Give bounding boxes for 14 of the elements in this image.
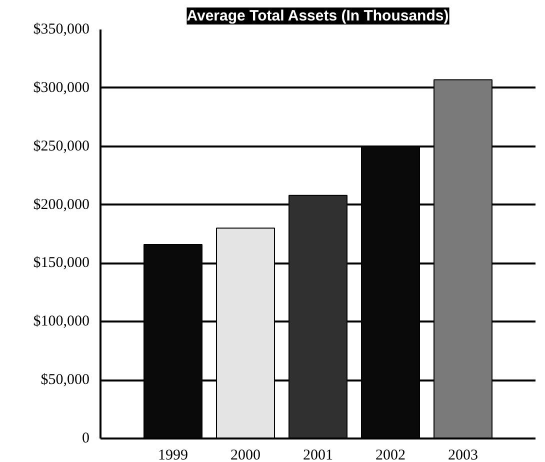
x-tick-label: 1999 — [158, 448, 188, 462]
y-tick-label: $300,000 — [33, 80, 90, 96]
y-tick-label: $350,000 — [33, 22, 90, 38]
x-tick-label: 2001 — [303, 448, 333, 462]
y-tick-label: $250,000 — [33, 138, 90, 154]
y-tick-label: 0 — [82, 430, 90, 446]
y-tick-label: $50,000 — [40, 372, 90, 388]
x-tick-label: 2002 — [376, 448, 406, 462]
y-tick-label: $200,000 — [33, 196, 90, 213]
chart-title: Average Total Assets (In Thousands) — [186, 8, 449, 24]
y-tick-label: $100,000 — [33, 314, 90, 330]
x-tick-label: 2003 — [448, 448, 478, 462]
x-tick-label: 2000 — [230, 448, 260, 462]
y-tick-label: $150,000 — [33, 255, 90, 272]
